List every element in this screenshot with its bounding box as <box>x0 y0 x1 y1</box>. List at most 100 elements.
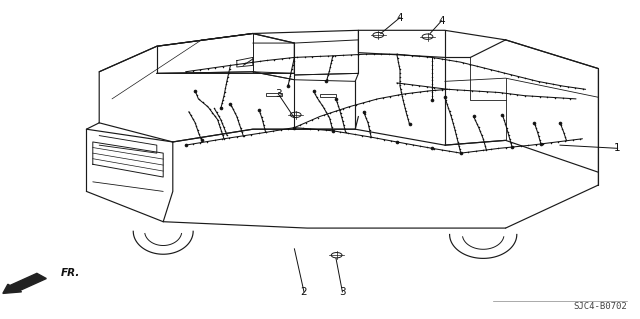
Point <box>210 114 220 119</box>
Point <box>222 78 232 83</box>
Point <box>402 113 412 118</box>
Point <box>406 53 417 58</box>
Point <box>542 94 552 100</box>
Point <box>325 65 335 70</box>
Point <box>479 140 490 145</box>
Point <box>202 103 212 108</box>
Point <box>454 143 464 148</box>
Point <box>202 139 212 144</box>
Point <box>286 70 296 75</box>
Point <box>323 72 333 78</box>
Point <box>289 125 300 130</box>
Point <box>257 115 267 120</box>
Point <box>203 66 213 71</box>
Point <box>499 118 509 123</box>
Point <box>500 145 511 150</box>
Point <box>407 90 417 95</box>
Point <box>422 84 432 89</box>
Point <box>532 130 543 135</box>
Point <box>541 80 551 85</box>
Point <box>559 130 569 135</box>
Point <box>262 58 272 63</box>
Point <box>324 69 335 74</box>
Point <box>414 83 424 88</box>
Point <box>328 128 338 133</box>
Point <box>210 138 220 143</box>
Point <box>478 136 488 141</box>
Point <box>422 55 432 60</box>
Point <box>486 67 496 72</box>
Point <box>223 70 234 76</box>
Point <box>275 127 285 132</box>
Point <box>502 125 512 130</box>
Point <box>214 113 224 118</box>
Point <box>553 139 563 145</box>
Point <box>193 128 203 133</box>
Point <box>394 63 404 68</box>
Point <box>401 109 411 114</box>
Point <box>258 118 268 123</box>
Point <box>330 53 340 58</box>
Point <box>338 106 348 111</box>
Point <box>422 145 432 150</box>
Point <box>372 136 382 141</box>
Point <box>220 90 230 95</box>
Point <box>319 106 329 111</box>
Point <box>393 59 403 64</box>
Text: SJC4-B0702: SJC4-B0702 <box>573 302 627 311</box>
Point <box>545 140 556 145</box>
Point <box>395 75 405 80</box>
Point <box>259 122 269 127</box>
Point <box>557 127 568 132</box>
Point <box>211 110 221 115</box>
Point <box>513 74 524 79</box>
Point <box>520 93 530 98</box>
Point <box>269 57 280 62</box>
Point <box>284 56 294 61</box>
Point <box>472 64 482 69</box>
Point <box>422 89 432 94</box>
Point <box>327 57 337 62</box>
Point <box>195 135 205 140</box>
Point <box>221 82 232 87</box>
Point <box>207 110 218 115</box>
Point <box>392 93 403 98</box>
Point <box>427 82 437 87</box>
Point <box>396 90 406 95</box>
Point <box>322 76 332 81</box>
Point <box>429 88 440 93</box>
Point <box>385 94 396 99</box>
Point <box>364 99 374 104</box>
Point <box>527 78 537 83</box>
Point <box>403 116 413 122</box>
Point <box>429 146 440 151</box>
Point <box>357 133 367 138</box>
Point <box>247 60 257 65</box>
Point <box>452 135 462 140</box>
Point <box>366 135 376 140</box>
Point <box>399 101 409 106</box>
Point <box>226 103 236 108</box>
Point <box>236 125 246 130</box>
Point <box>406 82 417 87</box>
Text: 1: 1 <box>614 143 621 153</box>
Point <box>427 74 437 79</box>
Point <box>205 107 215 112</box>
Point <box>538 141 548 146</box>
Point <box>531 142 541 147</box>
Point <box>459 88 469 93</box>
Point <box>504 91 515 96</box>
Point <box>361 52 371 57</box>
Point <box>568 137 578 143</box>
Point <box>351 102 361 108</box>
Point <box>470 117 480 122</box>
Point <box>289 55 300 60</box>
Point <box>450 128 460 133</box>
Point <box>470 149 481 154</box>
Point <box>447 116 457 122</box>
Point <box>228 107 238 112</box>
Text: 3: 3 <box>339 287 346 297</box>
Point <box>289 59 299 64</box>
Point <box>312 95 322 100</box>
Point <box>193 97 204 102</box>
